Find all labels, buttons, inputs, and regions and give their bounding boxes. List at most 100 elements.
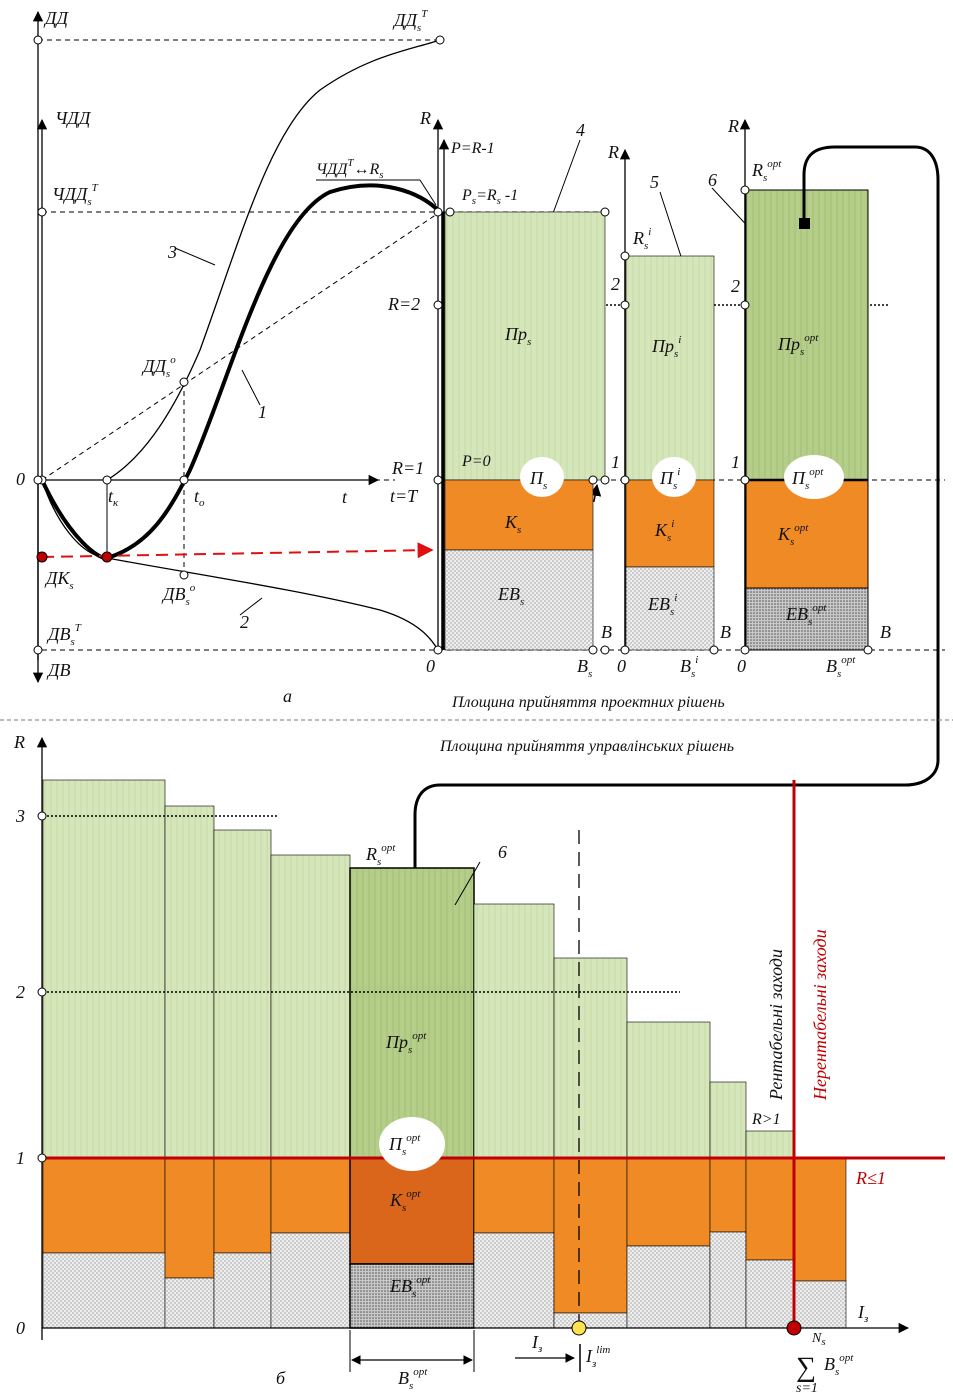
label-t-o: to: [194, 486, 205, 509]
axis-label-dv: ДВ: [46, 660, 70, 680]
bottom-sum-B: Bsopt: [824, 1352, 854, 1378]
panel-opt-K: Ksopt: [777, 522, 809, 548]
label-dd-T: ДДsT: [392, 8, 428, 34]
panel-s-R-axis: R: [419, 108, 431, 128]
panel-s-EB: ЕВs: [497, 584, 524, 608]
red-dashed-arrow: [41, 542, 434, 559]
label-r-gt-1: R>1: [751, 1111, 781, 1128]
panel-opt-pi-circle: [784, 455, 844, 499]
panel-i-Ri: Rsi: [632, 226, 651, 252]
curve-1-npv: [40, 183, 442, 561]
dk-point-curve: [101, 551, 113, 563]
bottom-tick-1: 1: [16, 1148, 25, 1168]
panel-opt-EB: ЕВsopt: [785, 602, 827, 628]
panel-s-B-axis: B: [601, 622, 612, 642]
panel-s-profit-bar: [444, 211, 606, 481]
panel-i-profit-bar: [625, 255, 715, 481]
panel-opt-Pi: Пsopt: [791, 466, 824, 492]
panel-s-Pi: Пs: [529, 468, 547, 492]
caption-a: а: [283, 686, 292, 706]
label-dk: ДКs: [44, 568, 74, 592]
panel-s-zero: 0: [426, 656, 435, 676]
panel-s-R2: R=2: [387, 294, 420, 314]
bottom-tick-2: 2: [16, 982, 25, 1002]
origin-zero: 0: [16, 469, 25, 489]
panel-i-Pr: Прsi: [651, 334, 681, 360]
label-dv-T: ДВsT: [46, 622, 82, 648]
connector-line: [413, 145, 940, 900]
panel-i-pi-circle: [652, 457, 696, 497]
top-points: [33, 35, 873, 655]
panel-s-P-eq: P=R-1: [450, 140, 495, 157]
bottom-tick-0: 0: [16, 1318, 25, 1338]
panel-i-two: 2: [611, 274, 620, 294]
label-t-eq-T: t=T: [390, 486, 419, 506]
bottom-pi-circle: [379, 1117, 445, 1171]
panel-i-K: Ksi: [654, 518, 674, 544]
bottom-tick-3: 3: [15, 806, 25, 826]
bottom-I-lim: Iзlim: [585, 1344, 610, 1370]
label-r-le-1: R≤1: [855, 1168, 886, 1188]
panel-s-capital-bar: [444, 479, 594, 551]
curve-label-3: 3: [167, 242, 177, 262]
bottom-bars: [42, 779, 847, 1329]
axis-label-dd: ДД: [43, 8, 69, 28]
panel-opt: [745, 189, 869, 651]
bottom-number-6: 6: [498, 842, 507, 862]
bottom-Ropt: Rsopt: [365, 842, 396, 868]
panel-opt-number: 6: [708, 170, 717, 190]
axis-label-t: t: [342, 487, 348, 507]
panel-opt-Bs: Bsopt: [826, 654, 856, 680]
bottom-EB: ЕВsopt: [389, 1274, 431, 1300]
panel-opt-eb-bar: [745, 587, 869, 651]
panel-s-Bs: Bs: [577, 656, 592, 680]
panel-s-Pr: Прs: [504, 324, 531, 348]
panel-s-eb-bar: [444, 549, 594, 651]
panel-s-K: Ks: [504, 512, 521, 536]
panel-i-R-axis: R: [607, 142, 619, 162]
curve-2-costs: [41, 479, 439, 651]
label-dd-o: ДДso: [141, 354, 176, 380]
bottom-sum-sigma: ∑: [796, 1352, 816, 1383]
panel-i-one: 1: [611, 452, 620, 472]
panel-opt-R-axis: R: [727, 116, 739, 136]
bottom-dotted-lines: [43, 815, 680, 993]
panel-opt-one: 1: [731, 452, 740, 472]
panel-i-EB: ЕВsi: [647, 592, 677, 618]
bottom-I-step: Iз: [531, 1332, 542, 1355]
bottom-Pi: Пsopt: [388, 1132, 421, 1158]
panel-s: [444, 211, 606, 651]
label-dv-o: ДВso: [161, 582, 196, 608]
panel-i: [625, 255, 715, 651]
bottom-sum-s1: s=1: [796, 1381, 818, 1393]
axis-label-chdd: ЧДД: [55, 108, 92, 128]
plane-mgmt-label: Площина прийняття управлінських рішень: [439, 738, 734, 755]
dk-point-axis: [36, 551, 48, 563]
panel-opt-B-axis: B: [880, 622, 891, 642]
panel-opt-profit-bar: [745, 189, 869, 481]
bottom-sum-N: Ns: [811, 1331, 826, 1348]
panel-s-R1: R=1: [391, 458, 424, 478]
panel-i-B-axis: B: [720, 622, 731, 642]
panel-opt-two: 2: [731, 276, 740, 296]
bottom-panel-b: R 3 2 1 0 Iз Rsopt 6 Прsopt Пsopt Ksopt …: [13, 732, 945, 1393]
bottom-Pr: Прsopt: [385, 1030, 427, 1056]
bottom-axis-R: R: [13, 732, 25, 752]
panel-opt-zero: 0: [737, 656, 746, 676]
curve-3-income: [106, 39, 441, 481]
panel-s-Ps-eq: Ps=Rs -1: [461, 187, 518, 207]
i-lim-marker: [571, 1320, 587, 1336]
sum-marker: [786, 1320, 802, 1336]
label-chdd-R: ЧДДT↔Rs: [316, 157, 384, 181]
label-unprofitable: Нерентабельні заходи: [810, 929, 830, 1101]
panel-i-Pi: Пsi: [659, 466, 680, 492]
panel-i-Bs: Bsi: [680, 654, 698, 680]
label-chdd-T: ЧДДsT: [52, 182, 99, 208]
panel-i-eb-bar: [625, 566, 715, 651]
curve-label-2: 2: [240, 612, 249, 632]
bottom-Bopt: Bsopt: [398, 1366, 428, 1392]
panel-i-zero: 0: [617, 656, 626, 676]
bottom-K: Ksopt: [389, 1188, 421, 1214]
bottom-axis-I: Iз: [857, 1302, 868, 1325]
